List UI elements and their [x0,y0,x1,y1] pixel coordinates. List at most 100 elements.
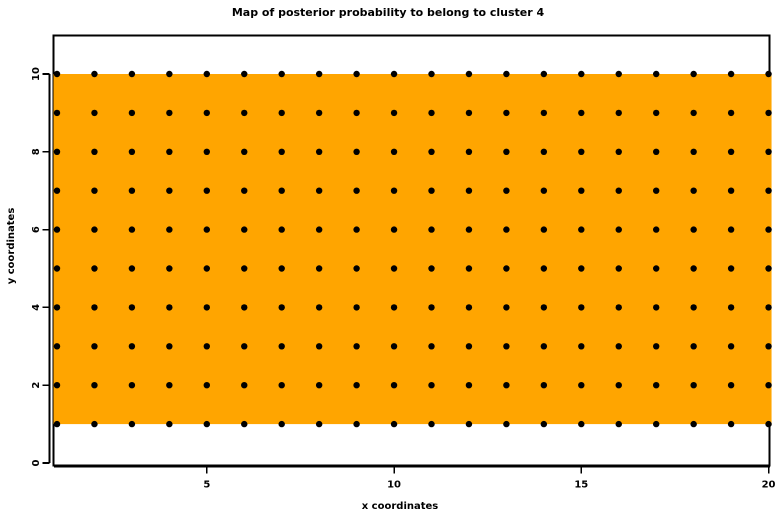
grid-point [540,265,548,272]
grid-point [578,187,585,194]
grid-point [203,148,210,155]
grid-point-layer [53,70,772,428]
grid-point [615,420,622,428]
grid-point [765,343,772,350]
grid-point [128,420,136,428]
grid-point [503,70,510,78]
grid-point [241,70,248,78]
grid-point [428,70,435,78]
grid-point [315,226,323,233]
grid-point [278,226,285,233]
grid-point [353,226,360,233]
grid-point [615,265,622,272]
grid-point [203,420,210,428]
grid-point [503,109,510,117]
grid-point [653,420,660,428]
grid-point [428,109,435,117]
grid-point [278,148,285,155]
grid-point [128,382,136,389]
grid-point [727,304,735,311]
grid-point [540,187,548,194]
page-title: Map of posterior probability to belong t… [232,6,545,19]
grid-point [91,304,98,311]
grid-point [653,148,660,155]
y-axis-tick-label: 0 [31,459,42,466]
grid-point [727,343,735,350]
grid-point [465,109,473,117]
grid-point [578,304,585,311]
grid-point [690,70,697,78]
grid-point [53,187,61,194]
grid-point [91,420,98,428]
y-axis-tick-label: 2 [31,382,42,389]
grid-point [578,226,585,233]
grid-point [278,382,285,389]
grid-point [315,304,323,311]
grid-point [540,343,548,350]
grid-point [166,226,173,233]
grid-point [353,109,360,117]
grid-point [428,265,435,272]
grid-point [315,265,323,272]
grid-point [540,382,548,389]
grid-point [428,304,435,311]
grid-point [241,420,248,428]
grid-point [128,187,136,194]
grid-point [690,226,697,233]
grid-point [503,148,510,155]
grid-point [315,420,323,428]
grid-point [428,148,435,155]
grid-point [690,187,697,194]
grid-point [166,187,173,194]
grid-point [278,304,285,311]
grid-point [615,304,622,311]
grid-point [315,382,323,389]
x-axis-tick-label: 5 [203,480,210,491]
grid-point [465,420,473,428]
grid-point [690,265,697,272]
grid-point [353,148,360,155]
cluster-region-fill [53,74,772,425]
grid-point [203,187,210,194]
grid-point [727,382,735,389]
grid-point [390,343,398,350]
grid-point [503,343,510,350]
grid-point [353,265,360,272]
grid-point [578,148,585,155]
grid-point [765,265,772,272]
grid-point [727,265,735,272]
grid-point [203,226,210,233]
grid-point [540,226,548,233]
grid-point [765,109,772,117]
grid-point [727,148,735,155]
grid-point [91,265,98,272]
grid-point [428,343,435,350]
grid-point [765,148,772,155]
grid-point [241,187,248,194]
grid-point [166,420,173,428]
x-axis: 5 10 15 20 [54,465,776,491]
grid-point [128,265,136,272]
grid-point [53,148,61,155]
grid-point [390,382,398,389]
grid-point [390,148,398,155]
grid-point [203,382,210,389]
grid-point [615,109,622,117]
grid-point [578,343,585,350]
grid-point [540,420,548,428]
grid-point [53,343,61,350]
grid-point [503,187,510,194]
grid-point [765,304,772,311]
grid-point [540,70,548,78]
grid-point [203,304,210,311]
grid-point [465,226,473,233]
grid-point [390,109,398,117]
grid-point [91,187,98,194]
grid-point [53,304,61,311]
grid-point [166,382,173,389]
grid-point [128,343,136,350]
grid-point [241,304,248,311]
grid-point [690,109,697,117]
grid-point [91,148,98,155]
